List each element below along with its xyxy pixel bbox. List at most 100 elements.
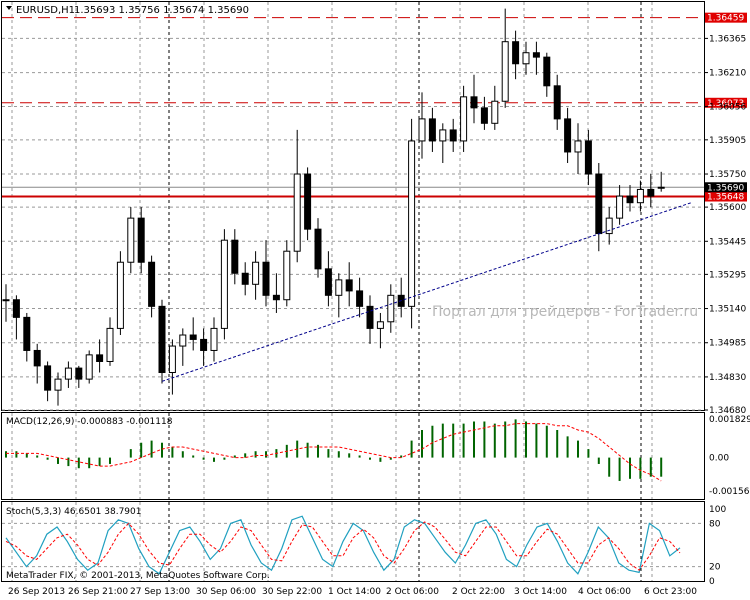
candle-body <box>605 217 613 235</box>
y-tick-label: 1.34830 <box>709 373 746 383</box>
candle-body <box>54 378 62 391</box>
candle-body <box>23 316 31 351</box>
y-tick-label: 1.35750 <box>709 170 746 180</box>
candle-body <box>460 96 468 142</box>
candle-body <box>657 186 665 189</box>
x-tick-label: 6 Oct 23:00 <box>644 587 697 597</box>
axis-labels: 1.36365 1.36210 1.36056 1.35905 1.35750 1.356… <box>8 34 750 597</box>
candle-body <box>512 41 520 65</box>
x-tick-label: 30 Sep 06:00 <box>196 587 256 597</box>
current-price-tag <box>705 182 747 193</box>
candle-body <box>272 294 280 301</box>
candle-body <box>12 299 20 318</box>
candle-body <box>408 140 416 307</box>
dropdown-triangle-icon[interactable] <box>6 6 12 10</box>
stoch-tick-label: 20 <box>709 563 721 573</box>
candle-body <box>480 107 488 124</box>
candle-body <box>241 272 249 285</box>
candle-body <box>376 321 384 329</box>
candle-body <box>106 327 114 362</box>
candle-body <box>387 294 395 323</box>
candle-body <box>116 261 124 329</box>
x-tick-label: 27 Sep 13:00 <box>130 587 190 597</box>
candle-body <box>491 100 499 124</box>
candle-body <box>2 299 10 302</box>
candle-body <box>220 239 228 329</box>
macd-tick-label: -0.001565 <box>709 487 750 497</box>
candle-body <box>137 217 145 263</box>
y-tick-label: 1.36365 <box>709 34 746 44</box>
macd-signal-line <box>6 423 662 482</box>
price-level-label: 1.36073 <box>707 99 744 109</box>
y-tick-label: 1.35140 <box>709 305 746 315</box>
candle-body <box>532 52 540 58</box>
x-tick-label: 2 Oct 06:00 <box>386 587 439 597</box>
candle-body <box>647 188 655 197</box>
macd-series <box>5 419 663 482</box>
candle-body <box>304 173 312 230</box>
y-tick-label: 1.35445 <box>709 237 746 247</box>
y-tick-label: 1.35295 <box>709 270 746 280</box>
x-tick-label: 4 Oct 06:00 <box>578 587 631 597</box>
stoch-title: Stoch(5,3,3) 46.6501 38.7901 <box>6 507 141 517</box>
stoch-k-line <box>5 515 681 575</box>
y-tick-label: 1.36210 <box>709 69 746 79</box>
candle-body <box>366 305 374 329</box>
candle-body <box>418 118 426 142</box>
candle-body <box>179 334 187 347</box>
candle-body <box>189 334 197 340</box>
candle-body <box>314 228 322 270</box>
candle-body <box>428 118 436 142</box>
ohlc-label: 1.35693 1.35756 1.35674 1.35690 <box>74 5 249 16</box>
stoch-tick-label: 100 <box>709 505 726 515</box>
candle-body <box>64 367 72 380</box>
current-price-label: 1.35690 <box>707 183 744 193</box>
candle-body <box>439 129 447 142</box>
y-tick-label: 1.34680 <box>709 406 746 416</box>
candle-body <box>584 140 592 175</box>
y-tick-label: 1.35600 <box>709 203 746 213</box>
candle-body <box>75 367 83 380</box>
symbol-label: EURUSD,H1 <box>16 5 75 16</box>
candle-body <box>595 173 603 235</box>
candle-body <box>543 56 551 87</box>
candle-body <box>210 327 218 351</box>
price-level-label: 1.36459 <box>707 14 744 24</box>
candle-body <box>283 250 291 301</box>
x-tick-label: 26 Sep 21:00 <box>68 587 128 597</box>
candle-body <box>574 140 582 153</box>
y-tick-label: 1.34985 <box>709 339 746 349</box>
grid <box>2 2 704 581</box>
x-tick-label: 1 Oct 14:00 <box>328 587 381 597</box>
candle-body <box>636 188 644 204</box>
price-level-tag <box>705 12 747 23</box>
candle-body <box>168 345 176 374</box>
candle-body <box>356 290 364 307</box>
candle-body <box>96 354 104 362</box>
candle-body <box>85 354 93 380</box>
candle-body <box>231 239 239 274</box>
stoch-series <box>2 515 704 575</box>
candle-body <box>449 129 457 142</box>
candle-body <box>44 365 52 391</box>
trendline <box>161 202 692 382</box>
candle-body <box>626 195 634 204</box>
candle-body <box>127 217 135 263</box>
stoch-tick-label: 0 <box>709 577 715 587</box>
x-tick-label: 26 Sep 2013 <box>8 587 65 597</box>
macd-tick-label: 0.00 <box>709 454 729 464</box>
candle-body <box>200 338 208 351</box>
macd-title: MACD(12,26,9) -0.000883 -0.001118 <box>6 417 173 427</box>
price-level-label: 1.35648 <box>707 193 744 203</box>
candle-body <box>553 85 561 120</box>
y-tick-label: 1.35905 <box>709 136 746 146</box>
trendline-line[interactable] <box>161 202 692 382</box>
stoch-d-line <box>5 521 681 571</box>
candle-body <box>262 261 270 296</box>
candle-body <box>148 261 156 307</box>
candle-body <box>345 279 353 292</box>
candle-body <box>33 349 41 367</box>
stoch-tick-label: 80 <box>709 519 721 529</box>
candle-body <box>335 279 343 296</box>
